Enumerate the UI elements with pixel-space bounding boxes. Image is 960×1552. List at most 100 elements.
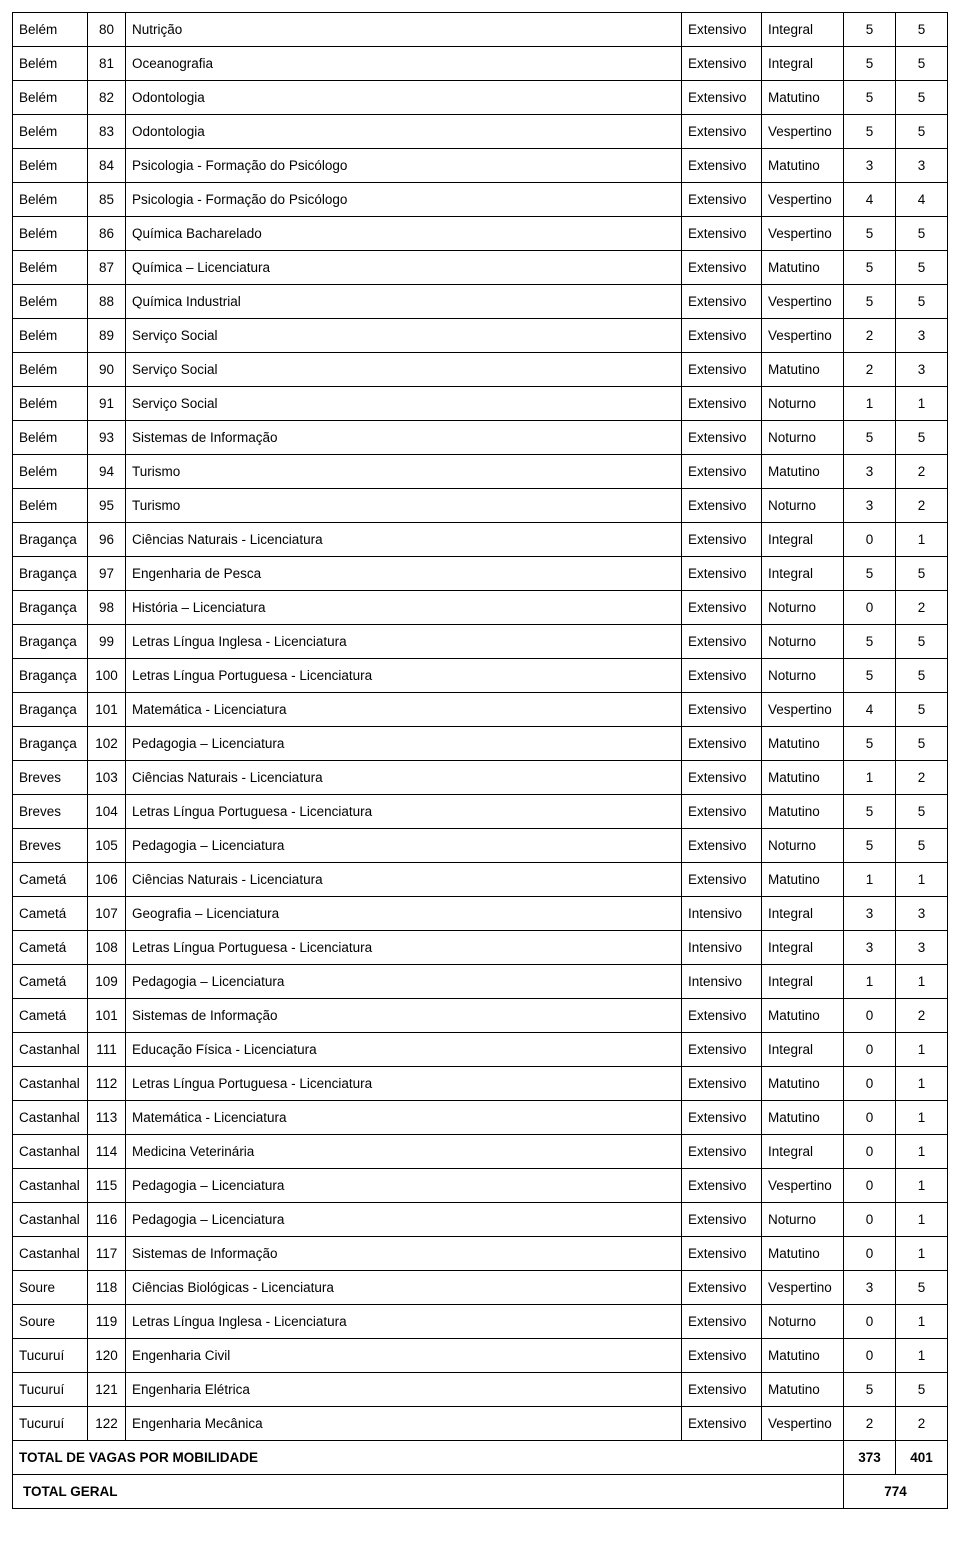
n2-cell: 5 [896, 285, 948, 319]
table-row: Belém85Psicologia - Formação do Psicólog… [13, 183, 948, 217]
n2-cell: 1 [896, 1135, 948, 1169]
regime-cell: Extensivo [682, 149, 762, 183]
regime-cell: Extensivo [682, 591, 762, 625]
regime-cell: Extensivo [682, 47, 762, 81]
turno-cell: Matutino [762, 251, 844, 285]
table-row: Bragança102Pedagogia – LicenciaturaExten… [13, 727, 948, 761]
campus-cell: Belém [13, 81, 88, 115]
code-cell: 108 [88, 931, 126, 965]
table-row: Bragança101Matemática - LicenciaturaExte… [13, 693, 948, 727]
table-row: Breves105Pedagogia – LicenciaturaExtensi… [13, 829, 948, 863]
code-cell: 90 [88, 353, 126, 387]
regime-cell: Extensivo [682, 1237, 762, 1271]
course-cell: Oceanografia [126, 47, 682, 81]
code-cell: 119 [88, 1305, 126, 1339]
table-row: Bragança100Letras Língua Portuguesa - Li… [13, 659, 948, 693]
n2-cell: 2 [896, 489, 948, 523]
regime-cell: Extensivo [682, 387, 762, 421]
campus-cell: Cametá [13, 965, 88, 999]
turno-cell: Vespertino [762, 693, 844, 727]
table-row: Belém86Química BachareladoExtensivoVespe… [13, 217, 948, 251]
course-cell: Pedagogia – Licenciatura [126, 727, 682, 761]
turno-cell: Integral [762, 1135, 844, 1169]
campus-cell: Belém [13, 183, 88, 217]
code-cell: 116 [88, 1203, 126, 1237]
code-cell: 107 [88, 897, 126, 931]
code-cell: 115 [88, 1169, 126, 1203]
table-row: Tucuruí121Engenharia ElétricaExtensivoMa… [13, 1373, 948, 1407]
turno-cell: Noturno [762, 489, 844, 523]
n2-cell: 1 [896, 1237, 948, 1271]
course-cell: Odontologia [126, 115, 682, 149]
table-row: Cametá106Ciências Naturais - Licenciatur… [13, 863, 948, 897]
campus-cell: Belém [13, 149, 88, 183]
regime-cell: Extensivo [682, 1203, 762, 1237]
regime-cell: Extensivo [682, 829, 762, 863]
course-cell: Letras Língua Portuguesa - Licenciatura [126, 659, 682, 693]
code-cell: 104 [88, 795, 126, 829]
campus-cell: Castanhal [13, 1203, 88, 1237]
code-cell: 96 [88, 523, 126, 557]
n1-cell: 0 [844, 1203, 896, 1237]
code-cell: 89 [88, 319, 126, 353]
campus-cell: Cametá [13, 931, 88, 965]
code-cell: 97 [88, 557, 126, 591]
turno-cell: Integral [762, 523, 844, 557]
course-cell: Pedagogia – Licenciatura [126, 1169, 682, 1203]
n1-cell: 5 [844, 217, 896, 251]
n2-cell: 1 [896, 1033, 948, 1067]
regime-cell: Extensivo [682, 999, 762, 1033]
code-cell: 95 [88, 489, 126, 523]
course-cell: Letras Língua Inglesa - Licenciatura [126, 1305, 682, 1339]
n1-cell: 1 [844, 387, 896, 421]
campus-cell: Belém [13, 251, 88, 285]
regime-cell: Extensivo [682, 489, 762, 523]
course-cell: Ciências Naturais - Licenciatura [126, 761, 682, 795]
table-row: Belém84Psicologia - Formação do Psicólog… [13, 149, 948, 183]
n1-cell: 3 [844, 1271, 896, 1305]
code-cell: 120 [88, 1339, 126, 1373]
table-row: Castanhal117Sistemas de InformaçãoExtens… [13, 1237, 948, 1271]
regime-cell: Intensivo [682, 965, 762, 999]
n1-cell: 0 [844, 591, 896, 625]
code-cell: 80 [88, 13, 126, 47]
table-row: Belém91Serviço SocialExtensivoNoturno11 [13, 387, 948, 421]
regime-cell: Intensivo [682, 897, 762, 931]
course-cell: Química – Licenciatura [126, 251, 682, 285]
regime-cell: Extensivo [682, 1407, 762, 1441]
code-cell: 85 [88, 183, 126, 217]
n2-cell: 1 [896, 965, 948, 999]
turno-cell: Matutino [762, 761, 844, 795]
regime-cell: Intensivo [682, 931, 762, 965]
campus-cell: Belém [13, 13, 88, 47]
campus-cell: Soure [13, 1271, 88, 1305]
code-cell: 101 [88, 693, 126, 727]
campus-cell: Breves [13, 795, 88, 829]
campus-cell: Cametá [13, 897, 88, 931]
campus-cell: Soure [13, 1305, 88, 1339]
code-cell: 101 [88, 999, 126, 1033]
n1-cell: 5 [844, 829, 896, 863]
campus-cell: Belém [13, 387, 88, 421]
n2-cell: 5 [896, 557, 948, 591]
courses-table: Belém80NutriçãoExtensivoIntegral55Belém8… [12, 12, 948, 1509]
turno-cell: Matutino [762, 81, 844, 115]
course-cell: Pedagogia – Licenciatura [126, 965, 682, 999]
table-row: Belém94TurismoExtensivoMatutino32 [13, 455, 948, 489]
n2-cell: 1 [896, 1101, 948, 1135]
course-cell: Odontologia [126, 81, 682, 115]
course-cell: Matemática - Licenciatura [126, 1101, 682, 1135]
n2-cell: 1 [896, 1067, 948, 1101]
n1-cell: 1 [844, 761, 896, 795]
campus-cell: Tucuruí [13, 1339, 88, 1373]
n1-cell: 1 [844, 863, 896, 897]
n2-cell: 1 [896, 1169, 948, 1203]
turno-cell: Integral [762, 47, 844, 81]
total-mobility-n2: 401 [896, 1441, 948, 1475]
campus-cell: Bragança [13, 523, 88, 557]
course-cell: Engenharia Civil [126, 1339, 682, 1373]
course-cell: Geografia – Licenciatura [126, 897, 682, 931]
table-row: Cametá108Letras Língua Portuguesa - Lice… [13, 931, 948, 965]
n1-cell: 5 [844, 727, 896, 761]
campus-cell: Castanhal [13, 1101, 88, 1135]
